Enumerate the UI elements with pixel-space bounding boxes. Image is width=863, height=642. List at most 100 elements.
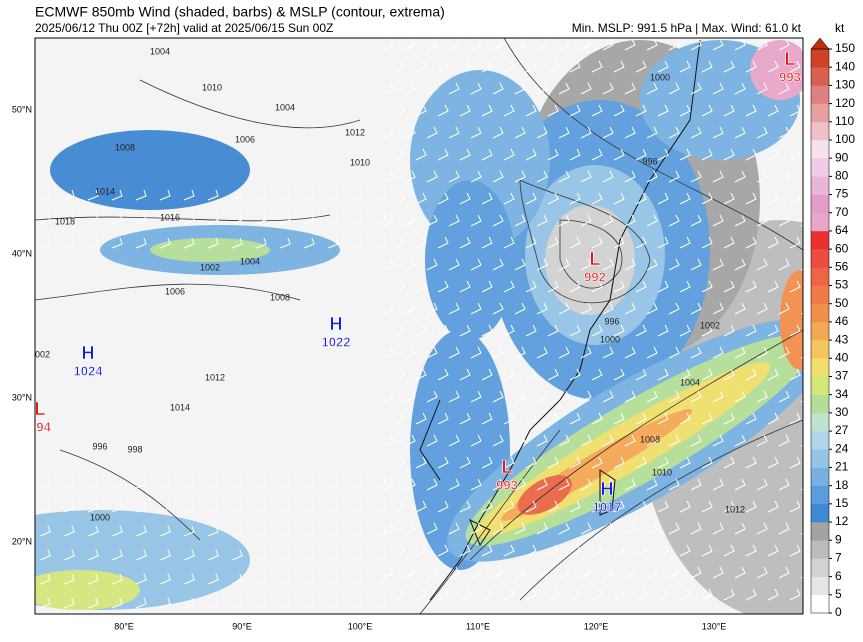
barb bbox=[231, 501, 243, 513]
barb bbox=[279, 525, 291, 537]
barb bbox=[734, 346, 746, 359]
barb bbox=[602, 566, 614, 579]
barb bbox=[255, 237, 267, 249]
barb bbox=[547, 192, 559, 205]
barb bbox=[734, 170, 746, 183]
barb bbox=[701, 456, 713, 469]
barb bbox=[382, 390, 394, 403]
barb bbox=[723, 192, 735, 205]
barb bbox=[635, 148, 647, 161]
barb bbox=[39, 549, 51, 561]
barb bbox=[437, 236, 449, 249]
barb bbox=[778, 258, 790, 271]
barb bbox=[547, 588, 559, 601]
extremum-symbol: L bbox=[502, 457, 513, 477]
contour-label: 1004 bbox=[240, 256, 260, 266]
barb bbox=[756, 170, 768, 183]
contour-label: 1002 bbox=[200, 262, 220, 272]
barb bbox=[580, 346, 592, 359]
extremum-value: 993 bbox=[779, 69, 801, 84]
barb bbox=[723, 60, 735, 73]
barb bbox=[580, 126, 592, 139]
extremum-value: 1024 bbox=[74, 363, 104, 378]
colorbar-segment bbox=[811, 576, 829, 596]
contour-label: 1012 bbox=[345, 127, 365, 137]
barb bbox=[415, 588, 427, 601]
barb bbox=[547, 324, 559, 337]
barb bbox=[279, 477, 291, 489]
barb bbox=[657, 500, 669, 513]
barb bbox=[723, 280, 735, 293]
barb bbox=[734, 390, 746, 403]
colorbar-segment bbox=[811, 103, 829, 123]
barb bbox=[459, 236, 471, 249]
barb bbox=[492, 214, 504, 227]
barb bbox=[668, 346, 680, 359]
barb bbox=[87, 549, 99, 561]
contour-label: 1008 bbox=[640, 434, 660, 444]
barb bbox=[459, 148, 471, 161]
barb bbox=[558, 566, 570, 579]
barb bbox=[701, 148, 713, 161]
barb bbox=[514, 522, 526, 535]
barb bbox=[492, 434, 504, 447]
barb bbox=[393, 588, 405, 601]
barb bbox=[39, 213, 51, 225]
barb bbox=[690, 38, 702, 51]
colorbar-tick-label: 75 bbox=[835, 187, 849, 201]
barb bbox=[39, 477, 51, 489]
barb bbox=[375, 597, 387, 609]
barb bbox=[404, 302, 416, 315]
barb bbox=[404, 170, 416, 183]
barb bbox=[767, 236, 779, 249]
barb bbox=[613, 368, 625, 381]
barb bbox=[635, 544, 647, 557]
barb bbox=[679, 148, 691, 161]
barb bbox=[701, 104, 713, 117]
barb bbox=[470, 214, 482, 227]
barb bbox=[701, 588, 713, 601]
barb bbox=[503, 148, 515, 161]
barb bbox=[514, 302, 526, 315]
barb bbox=[789, 544, 801, 557]
barb bbox=[231, 549, 243, 561]
barb bbox=[668, 258, 680, 271]
barb bbox=[745, 456, 757, 469]
barb bbox=[159, 549, 171, 561]
barb bbox=[701, 544, 713, 557]
barb bbox=[778, 434, 790, 447]
barb bbox=[448, 38, 460, 51]
barb bbox=[63, 525, 75, 537]
barb bbox=[712, 258, 724, 271]
barb bbox=[207, 573, 219, 585]
barb bbox=[87, 597, 99, 609]
barb bbox=[87, 501, 99, 513]
barb bbox=[279, 573, 291, 585]
barb bbox=[63, 477, 75, 489]
barb bbox=[375, 573, 387, 585]
colorbar-tick-label: 40 bbox=[835, 350, 849, 364]
barb bbox=[767, 412, 779, 425]
barb bbox=[525, 412, 537, 425]
barb bbox=[767, 588, 779, 601]
barb bbox=[547, 456, 559, 469]
barb bbox=[635, 368, 647, 381]
barb bbox=[459, 104, 471, 117]
mslp-contours bbox=[35, 38, 803, 614]
barb bbox=[135, 189, 147, 201]
barb bbox=[624, 82, 636, 95]
barb bbox=[492, 126, 504, 139]
barb bbox=[789, 104, 801, 117]
barb bbox=[470, 302, 482, 315]
barb bbox=[745, 324, 757, 337]
barb bbox=[415, 456, 427, 469]
barb bbox=[327, 573, 339, 585]
barb bbox=[613, 148, 625, 161]
barb bbox=[547, 368, 559, 381]
barb bbox=[183, 501, 195, 513]
barb bbox=[767, 500, 779, 513]
barb bbox=[351, 573, 363, 585]
lon-label: 120°E bbox=[584, 621, 609, 631]
barb bbox=[437, 368, 449, 381]
barb bbox=[415, 412, 427, 425]
